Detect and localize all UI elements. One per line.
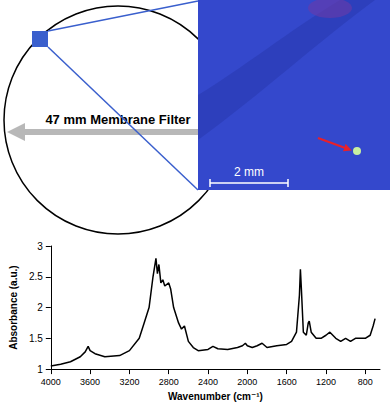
svg-text:1: 1 (37, 364, 43, 375)
svg-text:1600: 1600 (277, 377, 297, 387)
svg-text:4000: 4000 (41, 377, 61, 387)
svg-text:Absorbance (a.u.): Absorbance (a.u.) (8, 265, 19, 349)
svg-text:2800: 2800 (159, 377, 179, 387)
svg-text:3600: 3600 (80, 377, 100, 387)
svg-text:2 mm: 2 mm (234, 165, 264, 179)
svg-text:2000: 2000 (237, 377, 257, 387)
svg-text:2400: 2400 (198, 377, 218, 387)
svg-text:1.5: 1.5 (29, 333, 43, 344)
svg-text:1200: 1200 (316, 377, 336, 387)
svg-text:2: 2 (37, 302, 43, 313)
svg-text:2.5: 2.5 (29, 271, 43, 282)
svg-text:3: 3 (37, 241, 43, 252)
svg-text:800: 800 (358, 377, 373, 387)
svg-text:3200: 3200 (119, 377, 139, 387)
svg-text:47 mm Membrane Filter: 47 mm Membrane Filter (45, 112, 191, 127)
svg-text:Wavenumber (cm⁻¹): Wavenumber (cm⁻¹) (168, 391, 263, 402)
